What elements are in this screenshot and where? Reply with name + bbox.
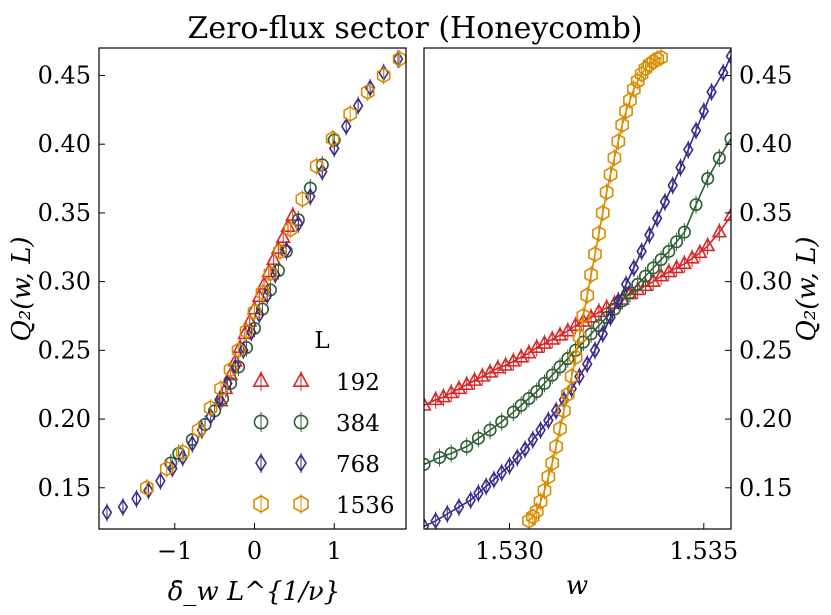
y-tick-label: 0.20 <box>739 405 792 433</box>
x-tick-label: 0 <box>247 537 262 565</box>
x-tick-label: 1.530 <box>475 537 544 565</box>
plot-frame-0 <box>98 47 407 530</box>
y-tick-label: 0.15 <box>38 474 91 502</box>
legend-label-192: 192 <box>336 370 380 396</box>
y-tick-label: 0.25 <box>739 336 792 364</box>
collapse-panel: −1 0 1 0.15 0.20 0.25 0.30 0.35 0.40 0.45 <box>38 47 407 565</box>
y-tick-label: 0.40 <box>38 130 91 158</box>
y-axis-label-left: Q₂(w, L) <box>7 237 37 342</box>
x-axis-label-left: δ̄_w L^{1/ν} <box>168 577 340 607</box>
y-tick-label: 0.20 <box>38 405 91 433</box>
y-tick-label: 0.45 <box>739 61 792 89</box>
legend-title: L <box>314 328 329 354</box>
chart-title: Zero-flux sector (Honeycomb) <box>187 11 642 46</box>
y-tick-label: 0.45 <box>38 61 91 89</box>
y-tick-label: 0.40 <box>739 130 792 158</box>
data-point-768 <box>424 517 430 529</box>
x-tick-label: −1 <box>157 537 192 565</box>
plot-frame-1 <box>423 47 732 530</box>
y-tick-label: 0.30 <box>739 268 792 296</box>
y-tick-label: 0.35 <box>739 199 792 227</box>
legend-label-768: 768 <box>336 452 380 478</box>
y-axis-label-right: Q₂(w, L) <box>792 237 822 342</box>
data-point-192 <box>424 396 432 411</box>
y-tick-label: 0.25 <box>38 336 91 364</box>
data-point-768 <box>725 48 731 65</box>
x-tick-label: 1.535 <box>669 537 738 565</box>
legend-label-1536: 1536 <box>336 493 395 519</box>
series-line-384 <box>424 138 731 466</box>
legend-label-384: 384 <box>336 411 380 437</box>
data-point-192 <box>723 206 731 222</box>
data-point-384 <box>724 132 731 146</box>
y-tick-label: 0.35 <box>38 199 91 227</box>
raw-panel: 1.530 1.535 0.15 0.20 0.25 0.30 0.35 0.40 0.45 <box>423 47 792 565</box>
x-axis-label-right: w <box>566 571 588 601</box>
series-line-768 <box>424 55 731 528</box>
y-tick-label: 0.15 <box>739 474 792 502</box>
y-tick-label: 0.30 <box>38 268 91 296</box>
x-tick-label: 1 <box>327 537 342 565</box>
legend: L 192 384 768 1536 <box>252 328 395 519</box>
